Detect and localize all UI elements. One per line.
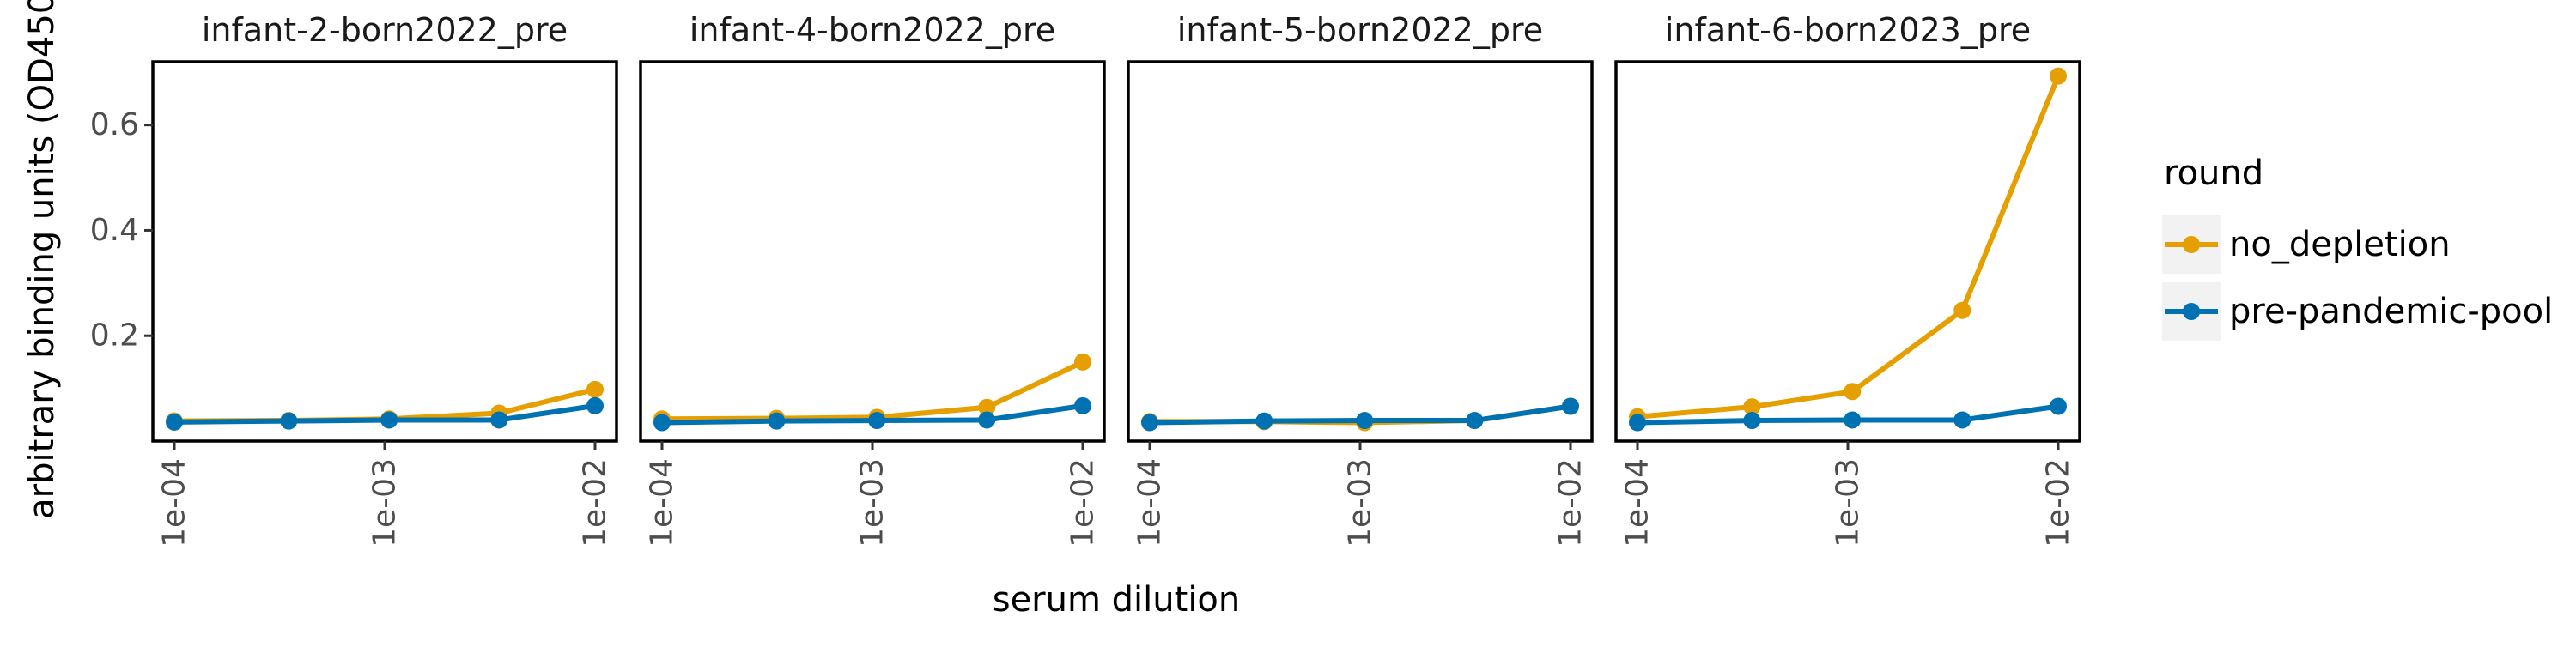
legend-key-point bbox=[2183, 236, 2200, 253]
legend-label: pre-pandemic-pool bbox=[2229, 292, 2553, 331]
legend-label: no_depletion bbox=[2229, 225, 2451, 264]
panel-border bbox=[1614, 60, 2081, 443]
data-point-no_depletion bbox=[1743, 398, 1761, 416]
x-tick-label: 1e-03 bbox=[368, 458, 403, 547]
data-point-pre-pandemic-pool bbox=[768, 412, 786, 430]
data-point-no_depletion bbox=[978, 398, 996, 416]
x-tick-label: 1e-04 bbox=[157, 458, 192, 547]
y-tick-label: 0.6 bbox=[90, 107, 139, 142]
data-point-no_depletion bbox=[586, 380, 604, 398]
y-axis-title: arbitrary binding units (OD450) bbox=[22, 0, 62, 519]
x-tick-label: 1e-02 bbox=[2041, 458, 2076, 547]
data-point-pre-pandemic-pool bbox=[1074, 396, 1091, 414]
y-tick-label: 0.4 bbox=[90, 213, 139, 248]
x-tick-label: 1e-04 bbox=[645, 458, 680, 547]
data-point-no_depletion bbox=[2050, 67, 2067, 85]
data-point-pre-pandemic-pool bbox=[1629, 414, 1646, 432]
data-point-pre-pandemic-pool bbox=[1562, 397, 1579, 415]
x-tick-label: 1e-04 bbox=[1620, 458, 1656, 547]
x-tick-label: 1e-03 bbox=[1831, 458, 1866, 547]
data-point-pre-pandemic-pool bbox=[1844, 411, 1862, 429]
data-point-pre-pandemic-pool bbox=[490, 411, 508, 429]
panel-border bbox=[639, 60, 1106, 443]
data-point-pre-pandemic-pool bbox=[1255, 412, 1273, 430]
data-point-pre-pandemic-pool bbox=[868, 412, 886, 430]
x-tick-label: 1e-02 bbox=[578, 458, 613, 547]
x-tick-label: 1e-02 bbox=[1553, 458, 1589, 547]
data-point-pre-pandemic-pool bbox=[166, 413, 183, 431]
data-point-no_depletion bbox=[1844, 383, 1862, 401]
data-point-pre-pandemic-pool bbox=[1356, 412, 1374, 430]
y-tick-label: 0.2 bbox=[90, 318, 139, 354]
data-point-pre-pandemic-pool bbox=[653, 414, 671, 432]
x-tick-label: 1e-03 bbox=[855, 458, 890, 547]
legend-key-point bbox=[2183, 303, 2200, 320]
x-tick-label: 1e-02 bbox=[1066, 458, 1101, 547]
panel-border bbox=[1127, 60, 1594, 443]
data-point-pre-pandemic-pool bbox=[1466, 412, 1484, 430]
data-point-pre-pandemic-pool bbox=[586, 396, 604, 414]
panel-title: infant-4-born2022_pre bbox=[690, 11, 1055, 49]
x-tick-label: 1e-03 bbox=[1343, 458, 1378, 547]
data-point-pre-pandemic-pool bbox=[380, 411, 398, 429]
data-point-pre-pandemic-pool bbox=[280, 412, 298, 430]
data-point-pre-pandemic-pool bbox=[1743, 412, 1761, 430]
data-point-pre-pandemic-pool bbox=[978, 411, 996, 429]
panel-title: infant-5-born2022_pre bbox=[1177, 11, 1543, 49]
legend-title: round bbox=[2164, 154, 2263, 193]
x-axis-title: serum dilution bbox=[993, 580, 1241, 620]
data-point-no_depletion bbox=[1074, 353, 1091, 371]
panel-border bbox=[151, 60, 618, 443]
data-point-pre-pandemic-pool bbox=[2050, 397, 2067, 415]
panel-title: infant-6-born2023_pre bbox=[1665, 11, 2031, 49]
data-point-pre-pandemic-pool bbox=[1953, 411, 1971, 429]
data-point-pre-pandemic-pool bbox=[1141, 414, 1158, 432]
x-tick-label: 1e-04 bbox=[1133, 458, 1168, 547]
panel-title: infant-2-born2022_pre bbox=[202, 11, 568, 49]
data-point-no_depletion bbox=[1953, 301, 1971, 319]
